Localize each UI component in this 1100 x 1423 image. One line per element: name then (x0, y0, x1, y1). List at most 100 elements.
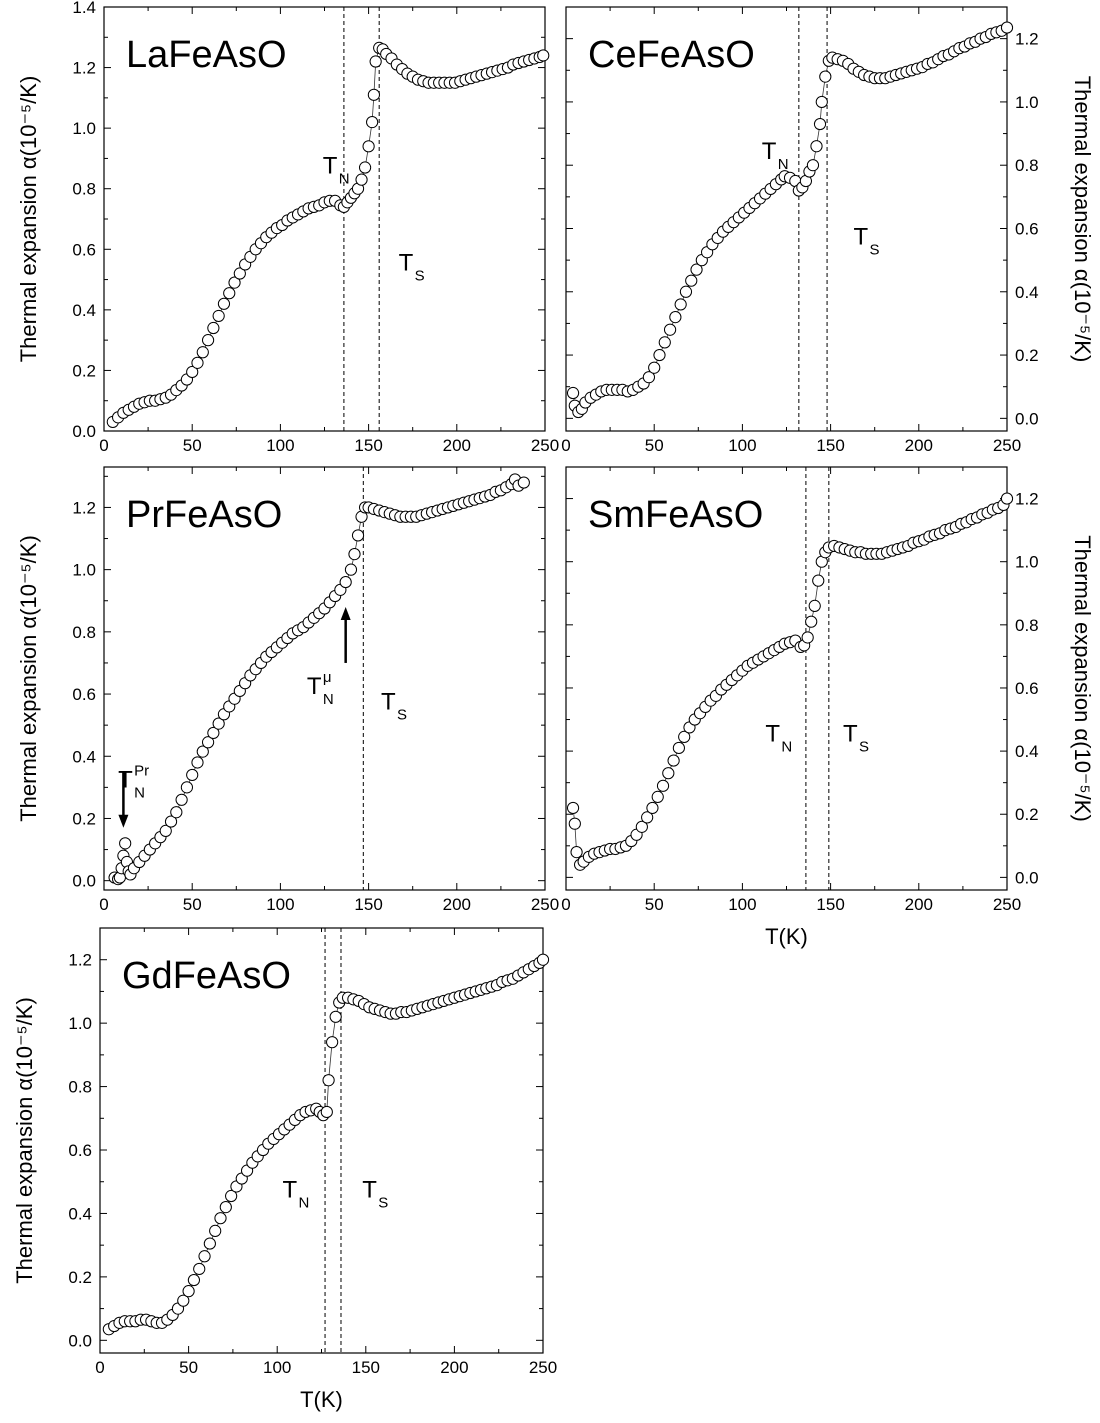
data-point (806, 159, 820, 172)
data-point (186, 768, 199, 782)
x-tick-label: 100 (728, 436, 756, 455)
x-tick-label: 0 (561, 895, 570, 914)
y-tick-label: 0.8 (1015, 616, 1039, 635)
data-point (209, 1224, 222, 1237)
x-tick-label: 50 (645, 895, 664, 914)
y-axis-title: Thermal expansion α(10⁻⁵/K) (12, 997, 37, 1284)
data-point (203, 1237, 216, 1250)
arrow-head (340, 606, 351, 620)
panel-smfeaso: 0 50 100 150 200 250 0.0 0.2 0.4 0.6 0.8 1.0 1.2 Ther… (561, 466, 1095, 949)
y-tick-label: 0.2 (1015, 346, 1039, 365)
data-point (674, 298, 687, 311)
y-tick-label: 0.4 (72, 747, 96, 766)
y-tick-label: 0.4 (1015, 283, 1039, 302)
data-point (329, 1010, 342, 1023)
y-tick-label: 0.0 (68, 1331, 92, 1350)
data-point (201, 736, 215, 749)
transition-label-subscript: N (299, 1195, 310, 1212)
x-tick-label: 250 (531, 895, 559, 914)
transition-label: T (283, 1177, 298, 1204)
data-line (112, 47, 544, 423)
x-tick-label: 200 (443, 895, 471, 914)
x-tick-label: 50 (183, 436, 202, 455)
data-point (1000, 492, 1014, 505)
data-point (191, 756, 204, 769)
data-line (572, 27, 1008, 413)
data-point (566, 386, 580, 400)
x-tick-label: 200 (905, 436, 933, 455)
panel-gdfeaso: 0 50 100 150 200 250 0.0 0.2 0.4 0.6 0.8 1.0 1.2 Ther… (12, 927, 557, 1412)
x-tick-label: 250 (993, 895, 1021, 914)
x-tick-label: 250 (993, 436, 1021, 455)
data-point (662, 767, 675, 780)
x-tick-label: 0 (561, 436, 570, 455)
data-point (1000, 21, 1014, 34)
data-point (663, 323, 677, 336)
x-tick-label: 200 (905, 895, 933, 914)
y-tick-label: 0.4 (72, 301, 96, 320)
y-axis-title: Thermal expansion α(10⁻⁵/K) (16, 535, 41, 822)
data-point (641, 811, 654, 824)
transition-label-subscript: S (870, 241, 880, 258)
y-tick-label: 0.6 (1015, 219, 1039, 238)
x-tick-label: 250 (529, 1358, 557, 1377)
y-tick-label: 0.4 (68, 1204, 92, 1223)
data-point (656, 779, 670, 792)
y-tick-label: 0.6 (1015, 679, 1039, 698)
transition-label: T (307, 673, 322, 700)
data-point (568, 817, 581, 830)
data-point (651, 790, 664, 803)
y-tick-label: 1.0 (72, 119, 96, 138)
data-point (537, 49, 550, 62)
y-tick-label: 1.4 (72, 0, 96, 17)
data-point (196, 346, 209, 359)
x-tick-label: 0 (99, 436, 108, 455)
data-point (358, 161, 372, 174)
transition-label-subscript: S (378, 1195, 388, 1212)
data-point (207, 726, 220, 740)
data-point (348, 547, 361, 561)
data-point (819, 70, 832, 83)
data-point (648, 361, 661, 374)
data-point (570, 846, 583, 859)
data-point (119, 837, 132, 850)
data-point (228, 276, 241, 289)
data-point (219, 1201, 232, 1214)
y-tick-label: 0.2 (1015, 805, 1039, 824)
data-point (191, 356, 204, 369)
panel-cefeaso: 0 50 100 150 200 250 0.0 0.2 0.4 0.6 0.8 1.0 1.2 Ther… (561, 6, 1095, 455)
x-tick-label: 150 (354, 436, 382, 455)
data-point (517, 476, 530, 489)
data-point (217, 297, 231, 310)
x-tick-label: 0 (99, 895, 108, 914)
transition-label-subscript: N (778, 156, 789, 173)
data-point (813, 117, 827, 131)
data-point (566, 801, 580, 815)
data-point (212, 309, 225, 323)
y-tick-label: 0.2 (68, 1268, 92, 1287)
x-axis-title: T(K) (765, 924, 808, 949)
data-point (366, 115, 379, 129)
data-point (669, 310, 682, 324)
y-tick-label: 0.6 (72, 240, 96, 259)
data-point (801, 631, 814, 644)
data-point (658, 336, 671, 349)
y-tick-label: 1.0 (1015, 553, 1039, 572)
y-tick-label: 0.8 (72, 623, 96, 642)
data-point (653, 348, 666, 362)
y-tick-label: 0.6 (72, 685, 96, 704)
panel-title: LaFeAsO (126, 34, 287, 76)
y-tick-label: 0.6 (68, 1141, 92, 1160)
data-point (212, 717, 225, 730)
data-point (214, 1212, 227, 1225)
data-point (685, 274, 698, 287)
data-point (812, 574, 825, 587)
panel-title: PrFeAsO (126, 494, 282, 536)
data-point (164, 815, 178, 828)
y-tick-label: 0.2 (72, 809, 96, 828)
y-tick-label: 1.2 (1015, 30, 1039, 49)
transition-label: T (118, 766, 133, 793)
data-point (678, 730, 691, 743)
data-point (339, 575, 352, 589)
